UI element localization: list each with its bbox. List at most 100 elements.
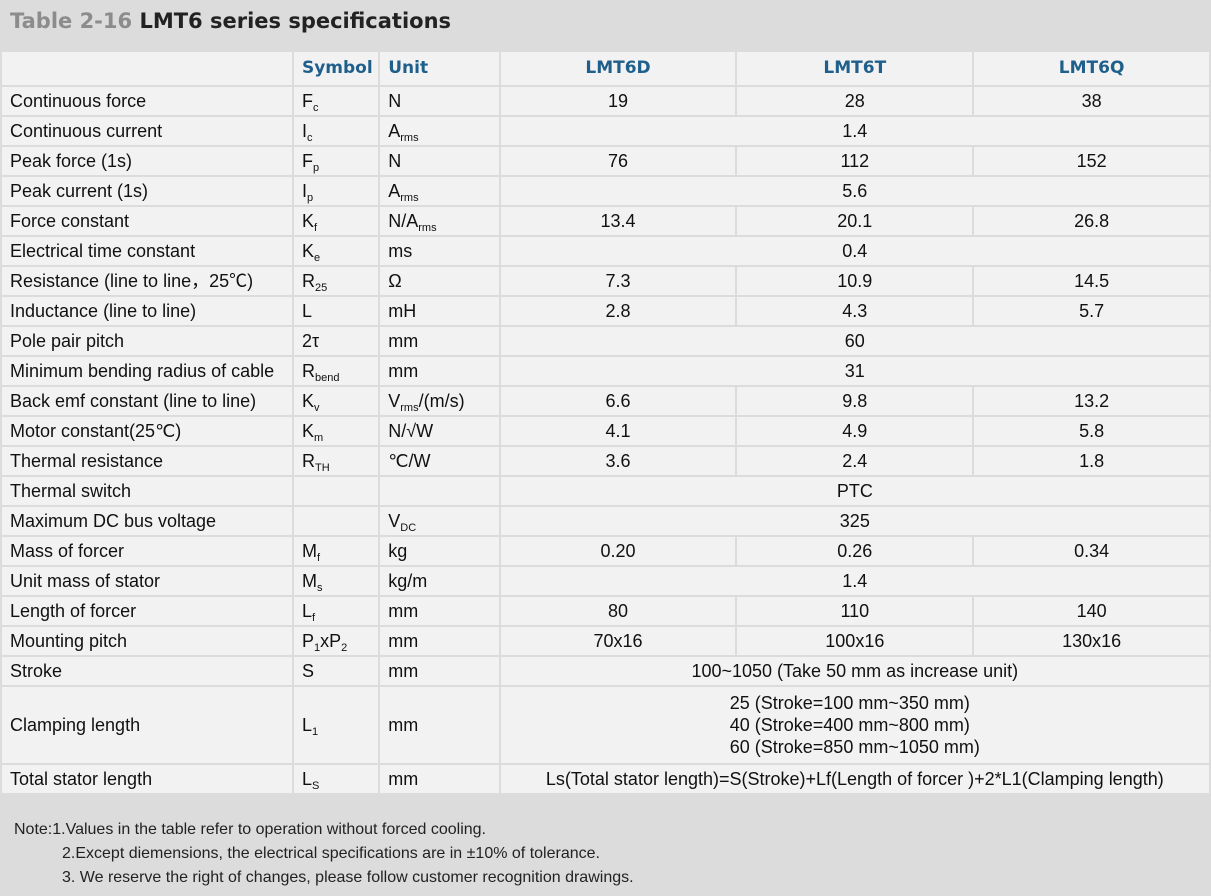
symbol-text: R (301, 451, 315, 471)
unit-cell: N/√W (380, 417, 499, 445)
param-name: Force constant (2, 207, 292, 235)
param-name: Clamping length (2, 687, 292, 763)
param-label: Mounting pitch (10, 631, 128, 651)
value-cell: 110 (737, 597, 973, 625)
symbol-subscript: c (312, 102, 319, 114)
param-label: Continuous current (10, 121, 163, 141)
unit-cell: mm (380, 627, 499, 655)
value-cell: 112 (737, 147, 973, 175)
merged-value-cell: PTC (500, 477, 1209, 505)
table-row: Mass of forcer Mf kg 0.20 0.26 0.34 (2, 537, 1209, 565)
table-title: Table 2-16 LMT6 series specifications (10, 9, 451, 43)
symbol-text: L (301, 601, 312, 621)
unit-subscript: rms (400, 192, 419, 204)
symbol-cell: Ms (293, 567, 379, 595)
table-row: Resistance (line to line，25℃) R25 Ω 7.3 10.9… (2, 267, 1209, 295)
symbol-subscript: p (306, 192, 314, 204)
param-label: Resistance (line to line，25℃) (10, 271, 254, 291)
table-row: Back emf constant (line to line) Kv Vrms/(… (2, 387, 1209, 415)
spec-table: Symbol Unit LMT6D LMT6T LMT6Q Continuous… (0, 50, 1211, 795)
value-cell: 6.6 (500, 387, 736, 415)
clamping-lines: 25 (Stroke=100 mm~350 mm) 40 (Stroke=400 … (730, 692, 980, 758)
value-cell: 9.8 (737, 387, 973, 415)
merged-value-cell: 1.4 (500, 567, 1209, 595)
unit-subscript: rms (418, 222, 437, 234)
header-symbol: Symbol (293, 52, 379, 85)
param-name: Total stator length (2, 765, 292, 793)
symbol-cell: Rbend (293, 357, 379, 385)
merged-value-cell: 5.6 (500, 177, 1209, 205)
symbol-cell: Kf (293, 207, 379, 235)
symbol-cell: Km (293, 417, 379, 445)
value-cell: 80 (500, 597, 736, 625)
notes: Note:1.Values in the table refer to oper… (14, 818, 634, 890)
param-name: Resistance (line to line，25℃) (2, 267, 292, 295)
table-number: Table 2-16 (10, 9, 133, 33)
symbol-cell: Ic (293, 117, 379, 145)
symbol-cell: R25 (293, 267, 379, 295)
symbol-text: K (301, 421, 314, 441)
param-name: Peak current (1s) (2, 177, 292, 205)
symbol-cell: LS (293, 765, 379, 793)
table-row: Peak force (1s) Fp N 76 112 152 (2, 147, 1209, 175)
table-row: Pole pair pitch 2τ mm 60 (2, 327, 1209, 355)
unit-subscript: rms (400, 402, 419, 414)
symbol-text: K (301, 211, 314, 231)
value-cell: 14.5 (974, 267, 1209, 295)
unit-text: /(m/s) (418, 391, 465, 411)
param-name: Continuous force (2, 87, 292, 115)
symbol-text: L (301, 769, 312, 789)
param-name: Unit mass of stator (2, 567, 292, 595)
value-cell: 130x16 (974, 627, 1209, 655)
table-row: Thermal resistance RTH ℃/W 3.6 2.4 1.8 (2, 447, 1209, 475)
value-cell: 70x16 (500, 627, 736, 655)
symbol-subscript: e (313, 252, 321, 264)
unit-text: N/√W (388, 421, 434, 441)
param-label: Motor constant(25℃) (10, 421, 182, 441)
unit-text: Ω (388, 271, 402, 291)
symbol-text: L (301, 715, 312, 735)
symbol-cell: Fc (293, 87, 379, 115)
value-cell: 152 (974, 147, 1209, 175)
symbol-cell: P1xP2 (293, 627, 379, 655)
table-row: Force constant Kf N/Arms 13.4 20.1 26.8 (2, 207, 1209, 235)
unit-cell: mm (380, 597, 499, 625)
unit-text: A (388, 121, 401, 141)
symbol-subscript: 1 (311, 726, 319, 738)
merged-value-cell: 325 (500, 507, 1209, 535)
param-label: Peak current (1s) (10, 181, 149, 201)
value-cell: 76 (500, 147, 736, 175)
table-row: Length of forcer Lf mm 80 110 140 (2, 597, 1209, 625)
param-name: Motor constant(25℃) (2, 417, 292, 445)
unit-cell: ms (380, 237, 499, 265)
param-name: Maximum DC bus voltage (2, 507, 292, 535)
unit-cell: Arms (380, 177, 499, 205)
symbol-subscript: S (311, 780, 320, 792)
value-cell: 38 (974, 87, 1209, 115)
param-name: Mounting pitch (2, 627, 292, 655)
table-row: Motor constant(25℃) Km N/√W 4.1 4.9 5.8 (2, 417, 1209, 445)
unit-text: A (388, 181, 401, 201)
symbol-text: P (301, 631, 314, 651)
table-row: Thermal switch PTC (2, 477, 1209, 505)
unit-cell: kg (380, 537, 499, 565)
table-row: Maximum DC bus voltage VDC 325 (2, 507, 1209, 535)
symbol-text: I (301, 181, 307, 201)
symbol-cell: L1 (293, 687, 379, 763)
param-name: Back emf constant (line to line) (2, 387, 292, 415)
symbol-cell: RTH (293, 447, 379, 475)
symbol-text: F (301, 91, 313, 111)
symbol-text: R (301, 271, 315, 291)
unit-cell: N (380, 147, 499, 175)
param-name: Minimum bending radius of cable (2, 357, 292, 385)
header-unit: Unit (380, 52, 499, 85)
symbol-subscript: p (312, 162, 320, 174)
symbol-text: K (301, 241, 314, 261)
unit-text: mm (388, 361, 419, 381)
symbol-text: M (301, 571, 317, 591)
symbol-subscript: c (306, 132, 313, 144)
header-model-lmt6t: LMT6T (737, 52, 973, 85)
symbol-subscript: v (313, 402, 320, 414)
symbol-cell (293, 507, 379, 535)
